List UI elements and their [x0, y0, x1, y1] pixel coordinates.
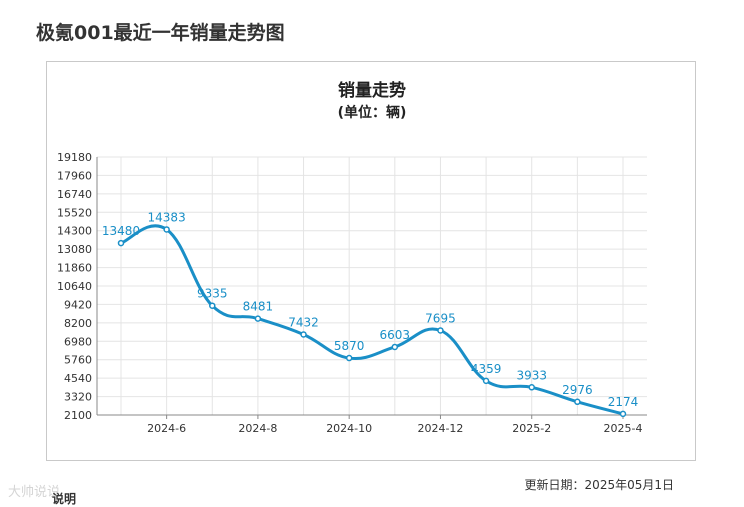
y-tick-label: 11860	[57, 262, 92, 275]
chart-subtitle: (单位：辆)	[337, 105, 407, 121]
data-point	[437, 327, 444, 334]
data-label: 13480	[102, 224, 140, 238]
data-point	[209, 302, 216, 309]
chart-axes	[96, 157, 647, 416]
y-tick-label: 13080	[57, 243, 92, 256]
note-label: 说明	[52, 492, 77, 506]
data-point	[482, 377, 490, 385]
x-tick-label: 2024-8	[238, 422, 277, 435]
y-tick-label: 4540	[64, 372, 92, 385]
watermark: 大帅说说	[8, 485, 61, 500]
y-tick-label: 5760	[64, 354, 92, 367]
data-point	[345, 354, 353, 362]
y-tick-label: 3320	[64, 391, 92, 404]
data-point	[574, 398, 581, 406]
data-point	[163, 226, 170, 233]
y-tick-label: 17960	[57, 169, 92, 182]
data-label: 2174	[608, 395, 639, 409]
y-tick-label: 14300	[57, 225, 92, 238]
data-label: 7695	[425, 311, 456, 325]
x-axis-ticks: 2024-6 2024-8 2024-10 2024-12 2025-2 2025-4	[147, 415, 642, 435]
y-tick-label: 10640	[57, 280, 92, 293]
x-tick-label: 2024-6	[147, 422, 186, 435]
data-point	[391, 343, 399, 351]
data-label: 4359	[471, 362, 502, 376]
data-label: 3933	[516, 368, 547, 382]
x-tick-label: 2025-2	[512, 422, 551, 435]
x-tick-label: 2024-10	[326, 422, 372, 435]
data-labels: 13480 14383 9335 8481 7432 5870 6603 7695 4359 39…	[102, 210, 638, 408]
y-tick-label: 15520	[57, 206, 92, 219]
x-tick-label: 2024-12	[417, 422, 463, 435]
x-tick-label: 2025-4	[604, 422, 643, 435]
y-axis-ticks: 2100 3320 4540 5760 6980 8200 9420 10640 11860 13…	[57, 151, 92, 422]
sales-series	[117, 224, 627, 418]
chart-title: 销量走势	[338, 81, 406, 101]
data-label: 5870	[334, 339, 365, 353]
line-chart: 2100 3320 4540 5760 6980 8200 9420 10640 11860 13…	[57, 151, 647, 435]
data-point	[528, 384, 535, 391]
data-label: 8481	[243, 300, 274, 314]
update-date: 更新日期：2025年05月1日	[524, 478, 674, 492]
y-tick-label: 6980	[64, 335, 92, 348]
series-line	[120, 224, 624, 416]
y-tick-label: 2100	[64, 409, 92, 422]
data-point	[619, 410, 627, 418]
grid-lines	[97, 156, 647, 416]
data-point	[254, 315, 262, 322]
data-point	[300, 331, 307, 338]
data-label: 2976	[562, 383, 593, 397]
data-label: 6603	[380, 328, 411, 342]
chart-container: 2100 3320 4540 5760 6980 8200 9420 10640 11860 13…	[46, 61, 696, 461]
y-tick-label: 16740	[57, 188, 92, 201]
data-point	[117, 239, 125, 247]
data-label: 7432	[288, 315, 319, 329]
data-label: 9335	[197, 287, 228, 301]
page-title: 极氪001最近一年销量走势图	[36, 22, 285, 44]
y-tick-label: 19180	[57, 151, 92, 164]
y-tick-label: 9420	[64, 298, 92, 311]
y-tick-label: 8200	[64, 317, 92, 330]
data-label: 14383	[148, 210, 186, 224]
